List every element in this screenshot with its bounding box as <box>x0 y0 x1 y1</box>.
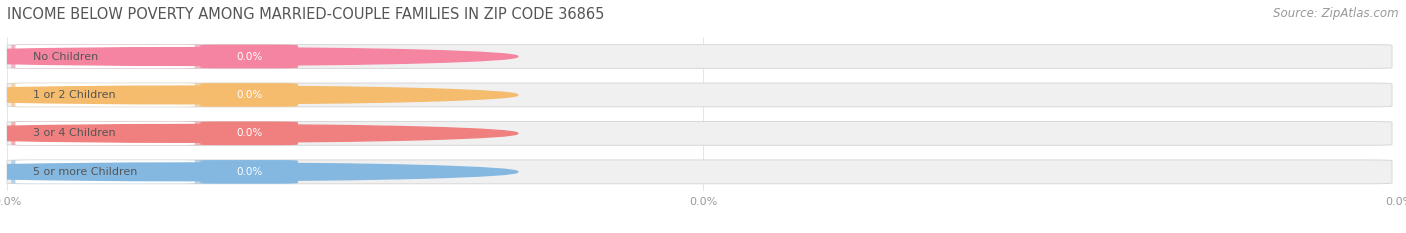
FancyBboxPatch shape <box>7 83 1392 107</box>
FancyBboxPatch shape <box>15 122 195 145</box>
FancyBboxPatch shape <box>201 122 298 145</box>
Text: 0.0%: 0.0% <box>236 90 263 100</box>
Text: 0.0%: 0.0% <box>236 167 263 177</box>
Text: No Children: No Children <box>34 51 98 62</box>
FancyBboxPatch shape <box>15 83 195 107</box>
Text: INCOME BELOW POVERTY AMONG MARRIED-COUPLE FAMILIES IN ZIP CODE 36865: INCOME BELOW POVERTY AMONG MARRIED-COUPL… <box>7 7 605 22</box>
Text: 3 or 4 Children: 3 or 4 Children <box>34 128 117 138</box>
FancyBboxPatch shape <box>201 45 298 68</box>
FancyBboxPatch shape <box>15 45 195 68</box>
FancyBboxPatch shape <box>11 122 292 145</box>
FancyBboxPatch shape <box>11 160 292 184</box>
FancyBboxPatch shape <box>201 83 298 107</box>
Text: 0.0%: 0.0% <box>236 51 263 62</box>
Text: Source: ZipAtlas.com: Source: ZipAtlas.com <box>1274 7 1399 20</box>
FancyBboxPatch shape <box>201 160 298 184</box>
Circle shape <box>0 124 517 142</box>
Text: 1 or 2 Children: 1 or 2 Children <box>34 90 117 100</box>
FancyBboxPatch shape <box>7 45 1392 69</box>
FancyBboxPatch shape <box>11 83 292 107</box>
Circle shape <box>0 48 517 65</box>
Circle shape <box>0 86 517 104</box>
FancyBboxPatch shape <box>15 160 195 184</box>
FancyBboxPatch shape <box>7 160 1392 184</box>
FancyBboxPatch shape <box>11 45 292 68</box>
FancyBboxPatch shape <box>7 121 1392 145</box>
Text: 0.0%: 0.0% <box>236 128 263 138</box>
Text: 5 or more Children: 5 or more Children <box>34 167 138 177</box>
Circle shape <box>0 163 517 181</box>
